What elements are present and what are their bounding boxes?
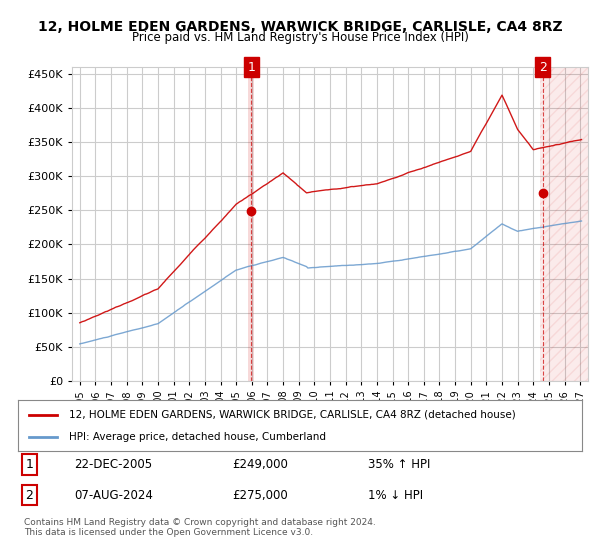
Text: Price paid vs. HM Land Registry's House Price Index (HPI): Price paid vs. HM Land Registry's House … (131, 31, 469, 44)
Bar (248, 67, 254, 381)
Text: 1: 1 (247, 60, 255, 74)
Text: Contains HM Land Registry data © Crown copyright and database right 2024.
This d: Contains HM Land Registry data © Crown c… (24, 518, 376, 538)
Text: 22-DEC-2005: 22-DEC-2005 (74, 458, 152, 471)
Text: 1: 1 (25, 458, 33, 471)
Text: 12, HOLME EDEN GARDENS, WARWICK BRIDGE, CARLISLE, CA4 8RZ (detached house): 12, HOLME EDEN GARDENS, WARWICK BRIDGE, … (69, 409, 515, 419)
Text: 12, HOLME EDEN GARDENS, WARWICK BRIDGE, CARLISLE, CA4 8RZ: 12, HOLME EDEN GARDENS, WARWICK BRIDGE, … (38, 20, 562, 34)
Text: 2: 2 (539, 60, 547, 74)
Bar (539, 67, 588, 381)
Text: HPI: Average price, detached house, Cumberland: HPI: Average price, detached house, Cumb… (69, 432, 326, 442)
Text: 07-AUG-2024: 07-AUG-2024 (74, 489, 153, 502)
Text: 2: 2 (25, 489, 33, 502)
Text: £275,000: £275,000 (232, 489, 288, 502)
Text: £249,000: £249,000 (232, 458, 288, 471)
Text: 35% ↑ HPI: 35% ↑ HPI (368, 458, 430, 471)
Text: 1% ↓ HPI: 1% ↓ HPI (368, 489, 423, 502)
